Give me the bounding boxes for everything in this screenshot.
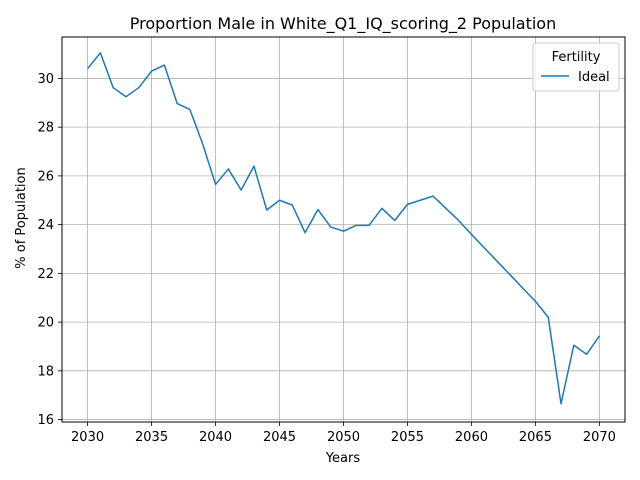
y-tick-label: 20: [37, 316, 54, 331]
legend: Fertility Ideal: [532, 42, 620, 92]
legend-title: Fertility: [552, 50, 601, 65]
x-axis-label: Years: [325, 451, 361, 466]
x-tick-label: 2060: [455, 430, 488, 445]
legend-box: [532, 42, 620, 92]
y-axis-label: % of Population: [14, 167, 29, 268]
grid-lines: [62, 37, 625, 422]
x-tick-label: 2035: [135, 430, 168, 445]
series-line-ideal: [87, 52, 601, 405]
x-tick-label: 2050: [327, 430, 360, 445]
x-tick-label: 2055: [391, 430, 424, 445]
series-layer: [87, 52, 601, 405]
x-tick-label: 2070: [583, 430, 616, 445]
y-tick-label: 22: [37, 267, 54, 282]
y-axis: 16 18 20 22 24 26 28 30: [37, 72, 62, 428]
y-tick-label: 28: [37, 121, 54, 136]
x-tick-label: 2045: [263, 430, 296, 445]
y-tick-label: 16: [37, 413, 54, 428]
y-tick-label: 26: [37, 169, 54, 184]
x-tick-label: 2030: [71, 430, 104, 445]
y-tick-label: 24: [37, 218, 54, 233]
x-axis: 2030 2035 2040 2045 2050 2055 2060 2065 2070: [71, 422, 616, 445]
chart-title: Proportion Male in White_Q1_IQ_scoring_2…: [130, 14, 556, 34]
x-tick-label: 2040: [199, 430, 232, 445]
legend-entry-ideal: Ideal: [578, 70, 610, 85]
y-tick-label: 30: [37, 72, 54, 87]
x-tick-label: 2065: [519, 430, 552, 445]
y-tick-label: 18: [37, 364, 54, 379]
